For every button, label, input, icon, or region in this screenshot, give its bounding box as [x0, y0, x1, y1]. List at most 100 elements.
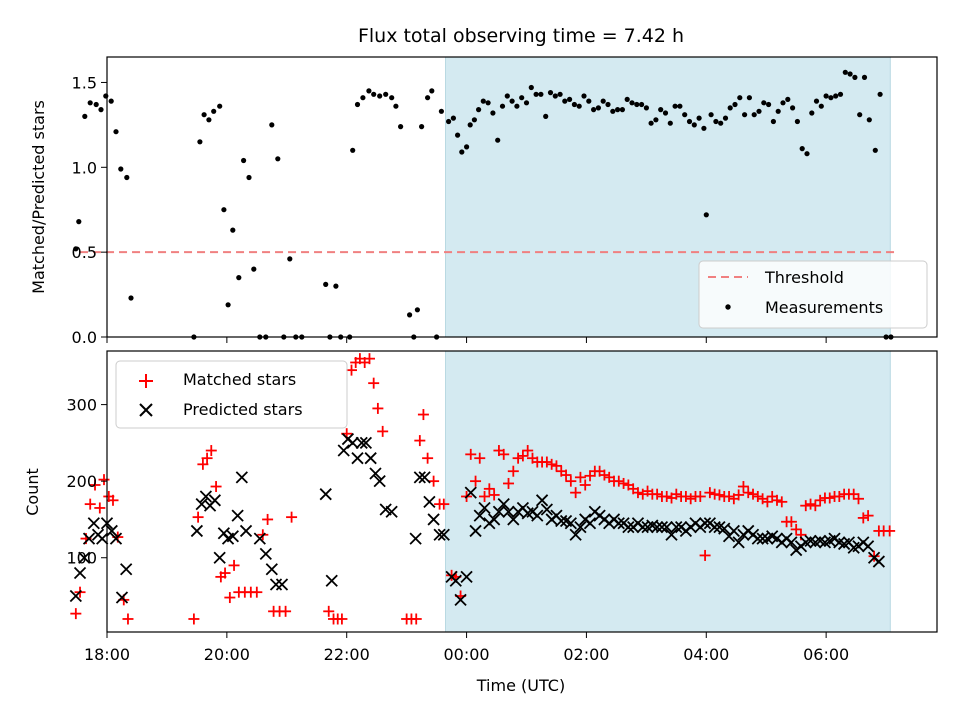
predicted-star-point — [235, 471, 248, 484]
bottom-plot-frame — [106, 350, 938, 633]
measurement-point — [519, 95, 525, 101]
predicted-star-point — [409, 532, 422, 545]
measurement-point — [459, 149, 465, 155]
matched-stars-legend-swatch — [139, 374, 153, 388]
top-plot-panel: 0.0 0.5 1.0 1.5 Matched/Predicted stars Thr… — [29, 56, 938, 347]
matched-star-point — [474, 452, 486, 464]
predicted-star-point — [78, 551, 91, 564]
matched-star-point — [546, 458, 558, 470]
measurement-point — [113, 129, 119, 135]
measurement-point — [667, 120, 673, 126]
measurement-point — [514, 103, 520, 109]
measurement-point — [877, 91, 883, 97]
matched-star-point — [790, 523, 802, 535]
matched-star-point — [742, 487, 754, 499]
top-legend: Threshold Measurements — [698, 260, 928, 329]
measurement-point — [775, 108, 781, 114]
predicted-star-point — [427, 513, 440, 526]
predicted-star-point — [460, 570, 473, 584]
predicted-star-point — [109, 532, 123, 545]
matched-star-point — [771, 494, 783, 506]
measurement-point — [634, 101, 640, 108]
predicted-star-point — [698, 517, 712, 530]
matched-star-point — [852, 493, 864, 505]
predicted-star-point — [359, 436, 373, 450]
bottom-legend: Matched stars Predicted stars — [115, 360, 348, 429]
matched-star-point — [98, 474, 110, 486]
matched-star-point — [814, 494, 826, 506]
measurements-series — [73, 69, 894, 340]
measurement-point — [464, 144, 470, 150]
matched-star-point — [632, 487, 644, 499]
bottom-y-axis: 100 200 300 — [66, 396, 107, 568]
matched-star-point — [704, 487, 716, 499]
bottom-plot-panel: 100 200 300 18:00 20:00 22:00 00:00 02:00 04:00… — [23, 350, 938, 695]
predicted-star-point — [469, 524, 482, 538]
measurement-point — [866, 117, 872, 123]
matched-star-point — [438, 498, 450, 510]
observing-window-shade-bottom — [445, 350, 891, 633]
measurement-point — [639, 101, 645, 108]
measurement-point — [852, 74, 858, 80]
measurement-point — [847, 71, 853, 77]
matched-star-point — [694, 490, 706, 502]
matched-star-point — [422, 452, 434, 464]
matched-star-point — [503, 477, 515, 489]
measurement-point — [414, 307, 420, 313]
predicted-star-point — [727, 524, 740, 538]
measurement-point — [366, 88, 372, 94]
matched-star-point — [107, 494, 119, 506]
measurement-point — [480, 98, 486, 104]
matched-star-point — [251, 586, 263, 598]
measurement-point — [87, 100, 93, 106]
predicted-star-point — [502, 505, 515, 518]
measurement-point — [799, 146, 805, 152]
measurement-point — [547, 90, 554, 96]
matched-star-point — [122, 613, 134, 625]
measurement-point — [476, 107, 482, 113]
legend-label-measurements: Measurements — [765, 298, 883, 317]
measurement-point — [241, 157, 247, 164]
predicted-star-point — [208, 494, 222, 507]
predicted-star-point — [369, 467, 382, 480]
matched-star-point — [613, 475, 625, 487]
measurement-point — [600, 98, 606, 104]
measurement-point — [605, 101, 611, 108]
matched-star-point — [733, 489, 745, 501]
predicted-star-point — [478, 501, 491, 515]
predicted-star-point — [660, 520, 673, 534]
predicted-star-point — [82, 532, 96, 545]
measurement-point — [504, 93, 510, 99]
matched-star-point — [785, 516, 797, 528]
measurement-point — [557, 91, 563, 97]
matched-star-point — [761, 496, 773, 508]
predicted-star-point — [708, 520, 721, 534]
measurement-point — [718, 120, 724, 126]
matched-star-point — [368, 377, 380, 389]
matched-star-point — [219, 567, 231, 579]
measurement-point — [543, 113, 549, 119]
matched-star-point — [197, 458, 209, 470]
predicted-star-point — [497, 497, 510, 511]
measurement-point — [128, 295, 134, 301]
predicted-star-point — [190, 524, 204, 538]
predicted-star-point — [87, 517, 100, 530]
matched-star-point — [488, 489, 500, 501]
predicted-star-point — [564, 517, 577, 530]
measurement-point — [93, 101, 99, 108]
bottom-xtick-label: 20:00 — [204, 645, 250, 664]
matched-star-point — [84, 498, 96, 510]
matched-star-point — [857, 512, 869, 524]
predicted-stars-series — [69, 432, 886, 606]
matched-star-point — [188, 613, 200, 625]
matched-star-point — [89, 479, 101, 491]
matched-star-point — [862, 510, 874, 522]
measurement-point — [225, 302, 231, 308]
predicted-star-point — [507, 513, 520, 526]
bottom-xtick-label: 04:00 — [683, 645, 729, 664]
predicted-star-point — [239, 524, 253, 538]
measurement-point — [206, 117, 212, 123]
top-ytick-label: 0.0 — [72, 328, 97, 347]
predicted-star-point — [718, 522, 731, 535]
